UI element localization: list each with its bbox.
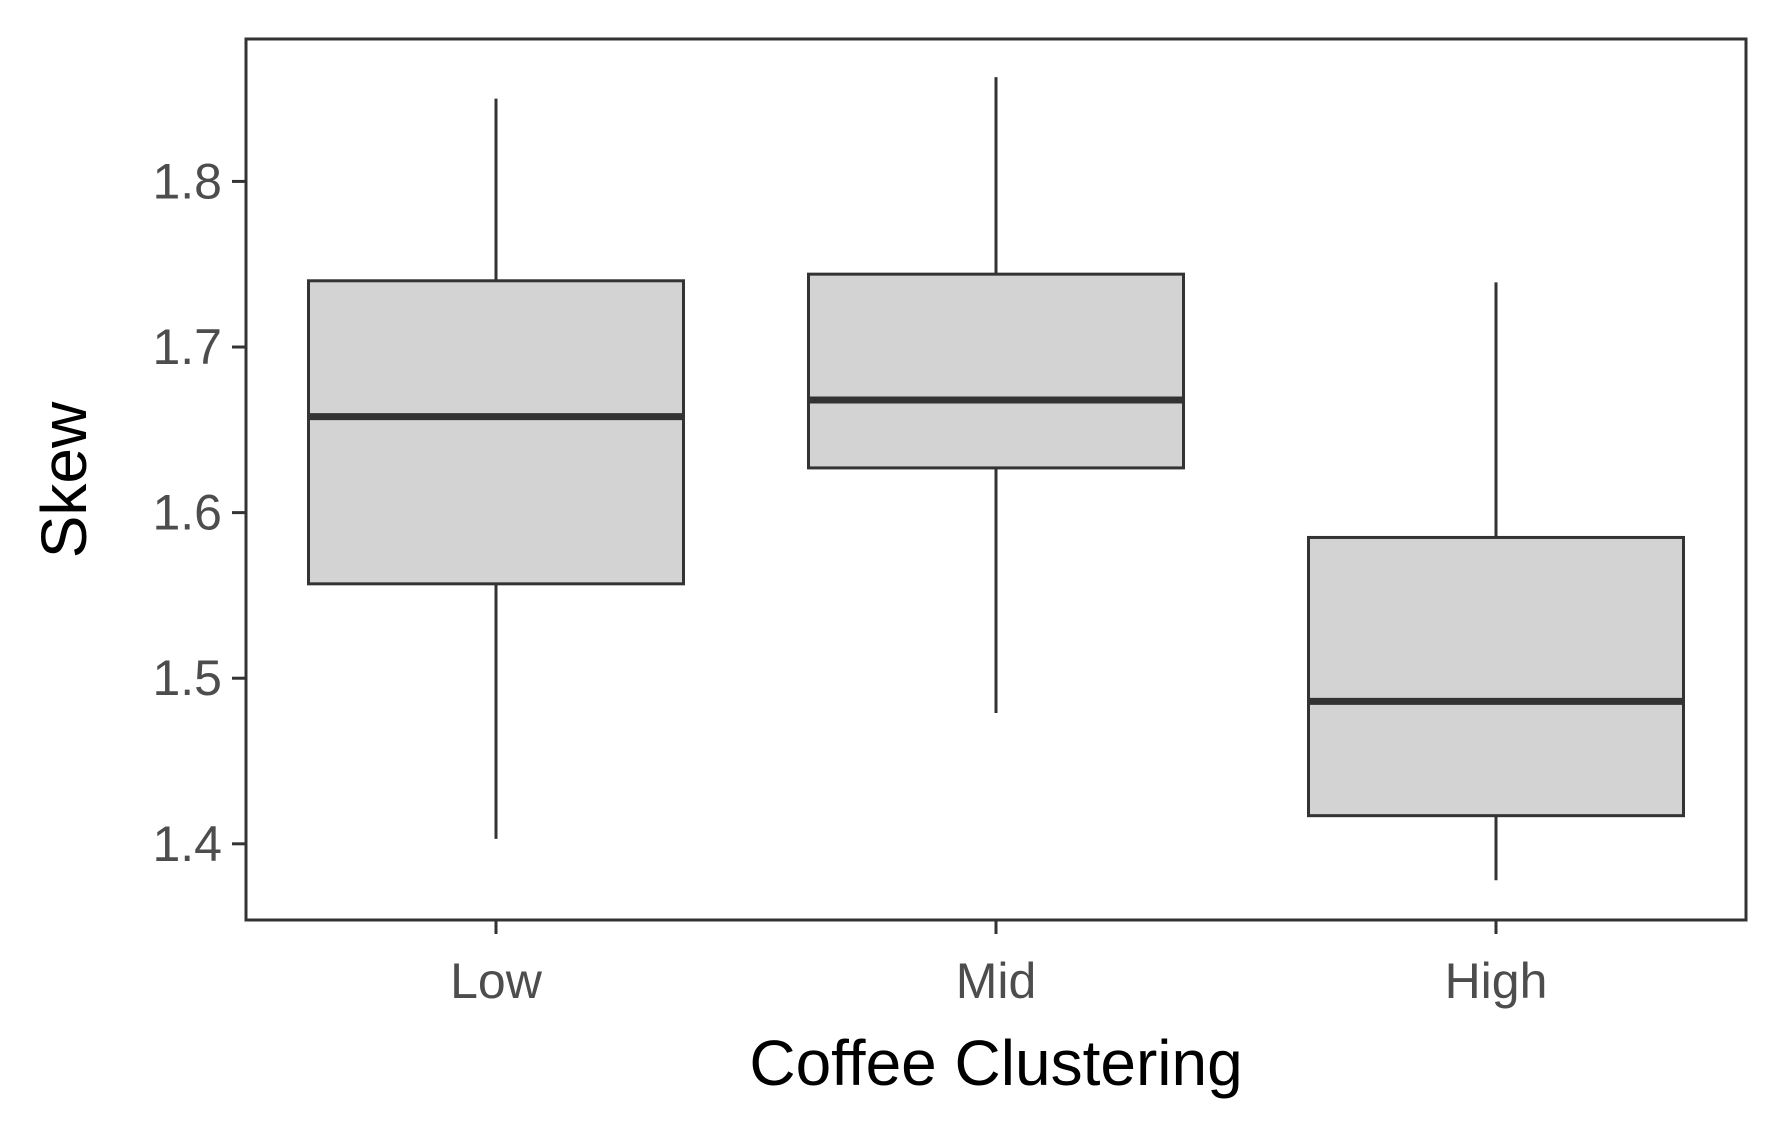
iqr-box [307,279,685,586]
box-low [307,98,685,839]
box-high [1307,282,1685,881]
y-axis-title: Skew [28,401,100,558]
iqr-box [807,272,1185,470]
y-tick-label: 1.7 [152,319,222,375]
x-tick-label-mid: Mid [956,953,1037,1009]
y-tick-label: 1.6 [152,485,222,541]
y-tick-label: 1.4 [152,816,222,872]
y-tick-label: 1.5 [152,650,222,706]
box-group [307,77,1685,881]
x-axis-title: Coffee Clustering [749,1027,1242,1099]
y-tick-label: 1.8 [152,153,222,209]
iqr-box [1307,535,1685,818]
x-tick-label-high: High [1445,953,1548,1009]
y-axis: 1.4 1.5 1.6 1.7 1.8 [152,153,246,872]
x-axis: Low Mid High [450,920,1547,1009]
x-tick-label-low: Low [450,953,543,1009]
box-mid [807,77,1185,713]
